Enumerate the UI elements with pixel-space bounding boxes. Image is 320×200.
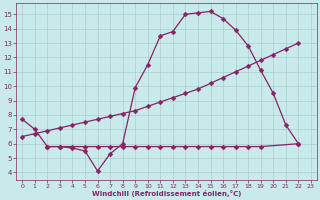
X-axis label: Windchill (Refroidissement éolien,°C): Windchill (Refroidissement éolien,°C) xyxy=(92,190,241,197)
